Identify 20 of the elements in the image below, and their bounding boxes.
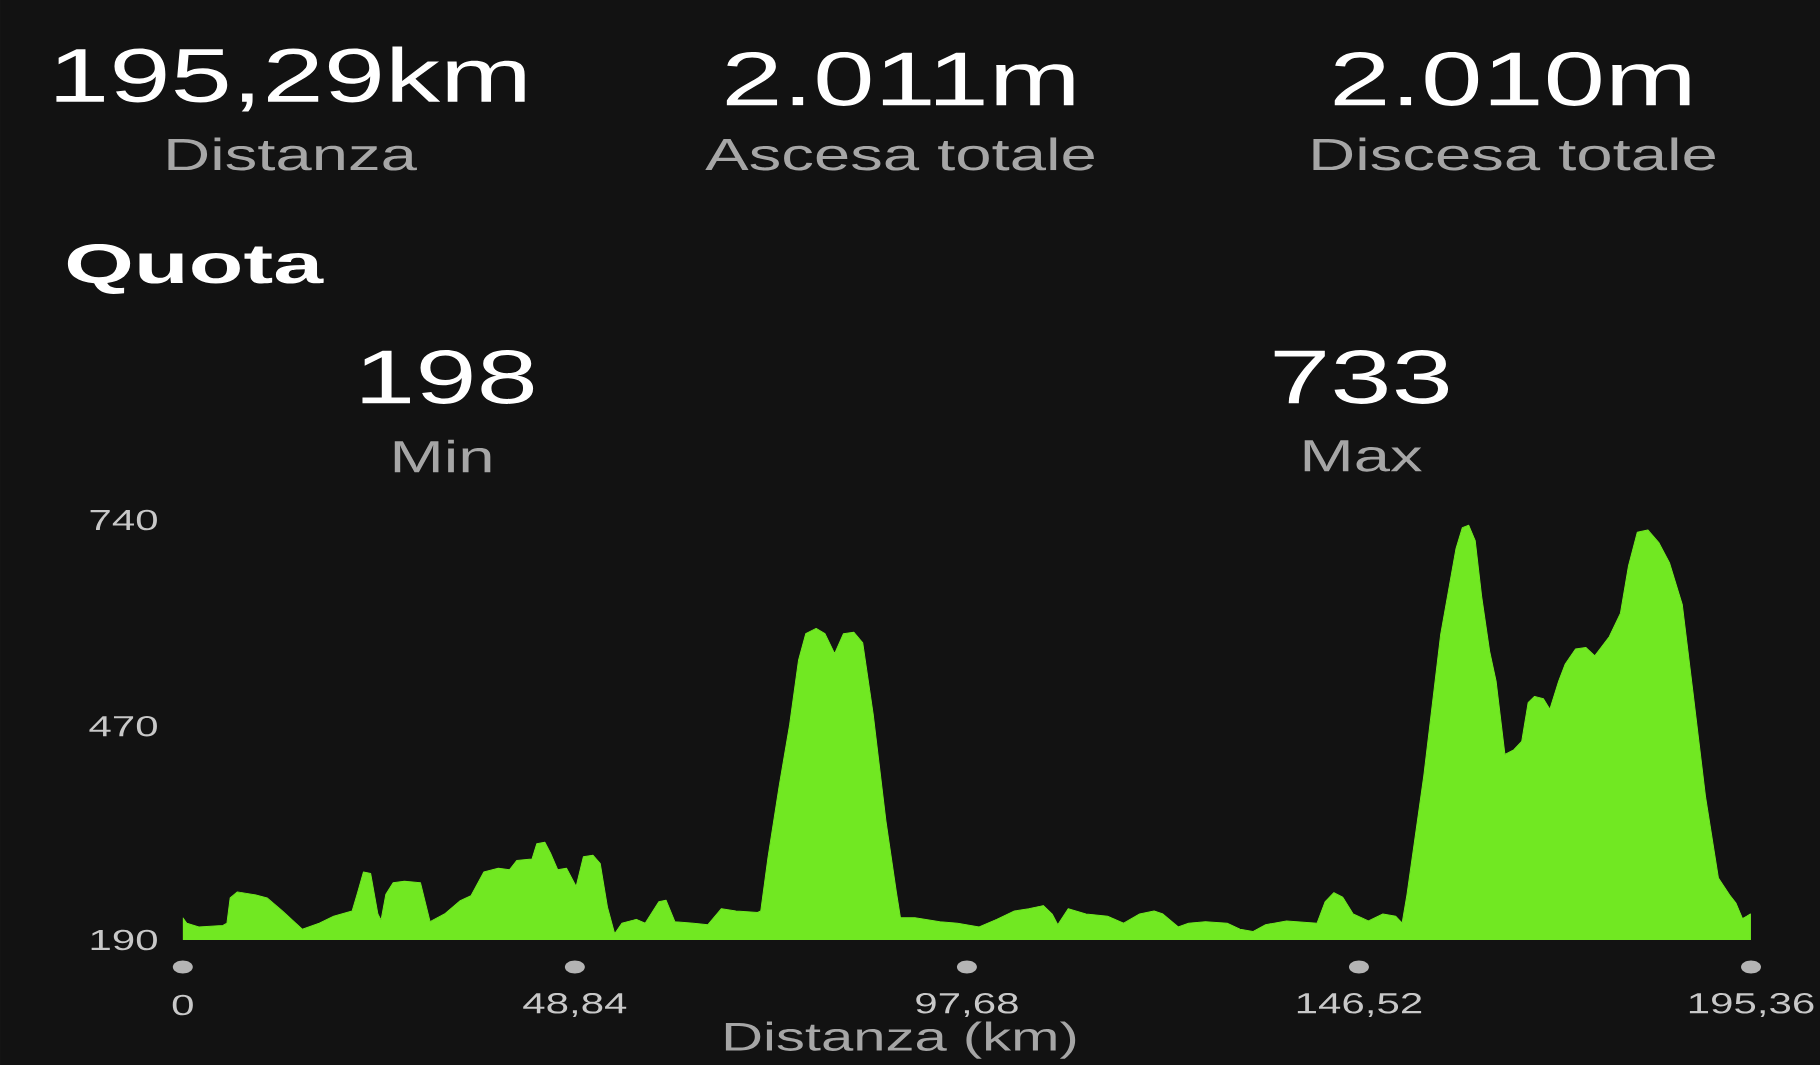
x-tick-label: 48,84 [523,993,627,1017]
y-tick-label: 190 [91,929,157,951]
text: 2.011m [726,52,1074,106]
text: 195,29km [56,46,525,112]
x-tick-label: 0 [172,994,193,1016]
text: Max [1304,440,1422,472]
x-axis-title: Distanza (km) [725,1021,1076,1059]
text: Distanza [168,137,417,171]
y-tick-label: 470 [89,715,157,737]
text: Ascesa totale [705,137,1094,171]
text: Discesa totale [1313,137,1715,171]
text: Min [394,439,491,473]
x-tick-label: 97,68 [916,993,1018,1017]
y-tick-label: 740 [90,509,157,531]
chart-title: Quota [67,243,324,295]
x-tick-label: 146,52 [1297,993,1422,1017]
text: 198 [362,350,534,404]
text: 733 [1274,350,1449,404]
x-tick-label: 195,36 [1689,993,1814,1017]
text: 2.010m [1334,52,1690,106]
